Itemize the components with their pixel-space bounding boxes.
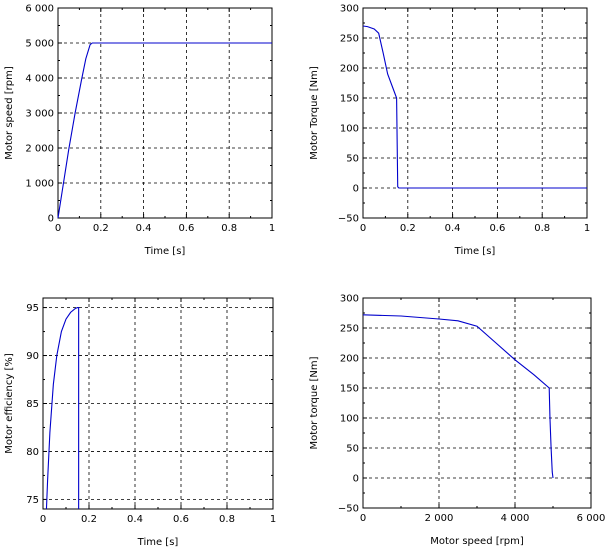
x-tick-label: 0	[40, 514, 46, 525]
y-tick-label: −50	[338, 504, 359, 515]
x-tick-label: 1	[584, 223, 590, 234]
y-tick-label: 75	[26, 495, 39, 506]
x-tick-label: 1	[270, 514, 276, 525]
y-tick-label: 5 000	[25, 39, 54, 50]
y-tick-label: 0	[353, 184, 359, 195]
y-tick-label: 1 000	[25, 179, 54, 190]
x-tick-label: 0.6	[178, 223, 194, 234]
y-tick-label: 300	[340, 4, 359, 15]
series-line-torque	[362, 25, 587, 189]
series-line-torque-speed	[362, 314, 554, 479]
y-tick-label: 250	[340, 34, 359, 45]
x-tick-label: 0.4	[445, 223, 461, 234]
y-tick-label: 85	[26, 399, 39, 410]
x-tick-label: 4 000	[501, 513, 530, 524]
y-tick-label: 250	[340, 324, 359, 335]
x-axis-label: Time [s]	[454, 246, 496, 257]
y-tick-label: 2 000	[25, 144, 54, 155]
series-line-efficiency	[45, 307, 80, 510]
y-axis-label: Motor speed [rpm]	[4, 66, 15, 160]
y-axis-label: Motor torque [Nm]	[309, 356, 320, 449]
y-tick-label: 90	[26, 351, 39, 362]
x-tick-label: 0.2	[81, 514, 97, 525]
y-tick-label: 0	[353, 474, 359, 485]
x-tick-label: 0	[360, 223, 366, 234]
y-tick-label: 100	[340, 414, 359, 425]
x-tick-label: 6 000	[577, 513, 606, 524]
x-tick-label: 2 000	[425, 513, 454, 524]
y-axis-label: Motor Torque [Nm]	[309, 66, 320, 160]
x-tick-label: 1	[269, 223, 275, 234]
y-tick-label: −50	[338, 214, 359, 225]
x-tick-label: 0.4	[136, 223, 152, 234]
y-tick-label: 200	[340, 354, 359, 365]
x-tick-label: 0	[360, 513, 366, 524]
y-tick-label: 0	[48, 214, 54, 225]
y-tick-label: 200	[340, 64, 359, 75]
x-tick-label: 0	[55, 223, 61, 234]
y-tick-label: 3 000	[25, 109, 54, 120]
plot-frame	[362, 297, 592, 509]
y-tick-label: 4 000	[25, 74, 54, 85]
x-tick-label: 0.8	[221, 223, 237, 234]
y-tick-label: 6 000	[25, 4, 54, 15]
x-axis-label: Time [s]	[144, 246, 186, 257]
y-axis-label: Motor efficiency [%]	[4, 353, 15, 454]
y-tick-label: 100	[340, 124, 359, 135]
x-axis-label: Time [s]	[137, 537, 179, 548]
x-axis-label: Motor speed [rpm]	[430, 536, 524, 547]
x-tick-label: 0.8	[534, 223, 550, 234]
x-tick-label: 0.8	[219, 514, 235, 525]
y-tick-label: 80	[26, 447, 39, 458]
y-tick-label: 150	[340, 384, 359, 395]
x-tick-label: 0.6	[173, 514, 189, 525]
series-line-speed	[57, 42, 272, 219]
y-tick-label: 50	[346, 444, 359, 455]
x-tick-label: 0.2	[93, 223, 109, 234]
y-tick-label: 50	[346, 154, 359, 165]
x-tick-label: 0.2	[400, 223, 416, 234]
y-tick-label: 95	[26, 303, 39, 314]
x-tick-label: 0.6	[489, 223, 505, 234]
y-tick-label: 300	[340, 294, 359, 305]
y-tick-label: 150	[340, 94, 359, 105]
x-tick-label: 0.4	[127, 514, 143, 525]
